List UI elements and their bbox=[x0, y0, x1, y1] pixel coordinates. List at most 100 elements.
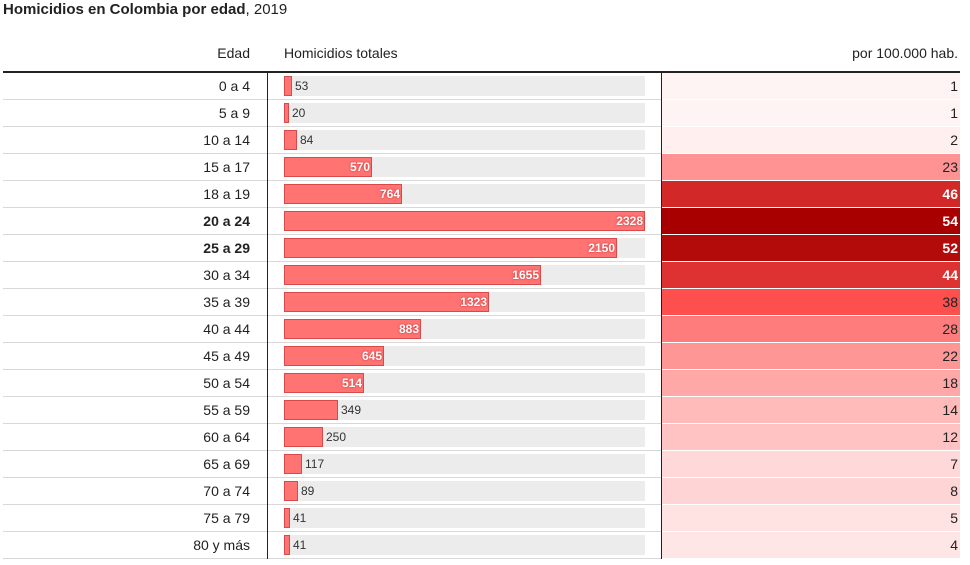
rate-heat-cell bbox=[662, 208, 960, 234]
age-label: 20 a 24 bbox=[203, 208, 250, 234]
rate-value: 7 bbox=[950, 451, 958, 477]
table-row: 15 a 17 570 23 bbox=[0, 154, 970, 181]
homicide-bar bbox=[284, 265, 541, 285]
bar-track bbox=[284, 535, 645, 555]
age-label: 45 a 49 bbox=[203, 343, 250, 369]
rate-heat-cell bbox=[662, 343, 960, 369]
rate-heat-cell bbox=[662, 235, 960, 261]
bar-value-label: 883 bbox=[399, 319, 419, 339]
age-label: 65 a 69 bbox=[203, 451, 250, 477]
rate-heat-cell bbox=[662, 262, 960, 288]
rate-heat-cell bbox=[662, 127, 960, 153]
table-row: 65 a 69 117 7 bbox=[0, 451, 970, 478]
homicide-bar bbox=[284, 76, 292, 96]
rate-heat-cell bbox=[662, 451, 960, 477]
age-label: 10 a 14 bbox=[203, 127, 250, 153]
rate-value: 2 bbox=[950, 127, 958, 153]
homicide-bar bbox=[284, 535, 290, 555]
rate-value: 54 bbox=[942, 208, 958, 234]
table-row: 60 a 64 250 12 bbox=[0, 424, 970, 451]
age-label: 40 a 44 bbox=[203, 316, 250, 342]
rate-heat-cell bbox=[662, 532, 960, 558]
homicide-bar bbox=[284, 238, 617, 258]
age-label: 35 a 39 bbox=[203, 289, 250, 315]
bar-value-label: 2150 bbox=[588, 238, 615, 258]
table-row: 40 a 44 883 28 bbox=[0, 316, 970, 343]
rate-value: 28 bbox=[942, 316, 958, 342]
table-row: 80 y más 41 4 bbox=[0, 532, 970, 559]
row-divider bbox=[3, 558, 661, 559]
table-row: 50 a 54 514 18 bbox=[0, 370, 970, 397]
rate-value: 1 bbox=[950, 100, 958, 126]
age-label: 50 a 54 bbox=[203, 370, 250, 396]
rate-heat-cell bbox=[662, 505, 960, 531]
table-row: 30 a 34 1655 44 bbox=[0, 262, 970, 289]
rate-value: 44 bbox=[942, 262, 958, 288]
age-label: 80 y más bbox=[193, 532, 250, 558]
rate-value: 1 bbox=[950, 73, 958, 99]
bar-value-label: 645 bbox=[362, 346, 382, 366]
bar-track bbox=[284, 76, 645, 96]
age-label: 60 a 64 bbox=[203, 424, 250, 450]
homicide-bar bbox=[284, 130, 297, 150]
rate-value: 12 bbox=[942, 424, 958, 450]
rate-value: 5 bbox=[950, 505, 958, 531]
rate-heat-cell bbox=[662, 181, 960, 207]
table-row: 20 a 24 2328 54 bbox=[0, 208, 970, 235]
bar-value-label: 84 bbox=[300, 130, 313, 150]
homicide-bar bbox=[284, 454, 302, 474]
bar-value-label: 53 bbox=[295, 76, 308, 96]
age-label: 15 a 17 bbox=[203, 154, 250, 180]
table-row: 5 a 9 20 1 bbox=[0, 100, 970, 127]
homicide-bar bbox=[284, 211, 645, 231]
chart-title-main: Homicidios en Colombia por edad bbox=[3, 1, 246, 18]
table-row: 70 a 74 89 8 bbox=[0, 478, 970, 505]
homicide-bar bbox=[284, 508, 290, 528]
rate-value: 14 bbox=[942, 397, 958, 423]
chart-title-year: , 2019 bbox=[246, 1, 288, 18]
table-row: 35 a 39 1323 38 bbox=[0, 289, 970, 316]
bar-value-label: 349 bbox=[341, 400, 361, 420]
rate-value: 4 bbox=[950, 532, 958, 558]
bar-value-label: 41 bbox=[293, 508, 306, 528]
rate-value: 52 bbox=[942, 235, 958, 261]
rate-value: 22 bbox=[942, 343, 958, 369]
bar-value-label: 117 bbox=[305, 454, 324, 474]
homicide-bar bbox=[284, 481, 298, 501]
rate-value: 23 bbox=[942, 154, 958, 180]
bar-track bbox=[284, 130, 645, 150]
bar-value-label: 1655 bbox=[512, 265, 539, 285]
homicide-bar bbox=[284, 292, 489, 312]
column-header-age: Edad bbox=[217, 45, 250, 61]
homicide-bar bbox=[284, 103, 289, 123]
rate-heat-cell bbox=[662, 478, 960, 504]
age-label: 55 a 59 bbox=[203, 397, 250, 423]
rate-heat-cell bbox=[662, 424, 960, 450]
rate-value: 8 bbox=[950, 478, 958, 504]
bar-track bbox=[284, 508, 645, 528]
rate-value: 46 bbox=[942, 181, 958, 207]
rate-heat-cell bbox=[662, 289, 960, 315]
age-label: 18 a 19 bbox=[203, 181, 250, 207]
age-label: 25 a 29 bbox=[203, 235, 250, 261]
bar-value-label: 89 bbox=[301, 481, 314, 501]
table-row: 18 a 19 764 46 bbox=[0, 181, 970, 208]
rate-value: 38 bbox=[942, 289, 958, 315]
age-label: 70 a 74 bbox=[203, 478, 250, 504]
bar-track bbox=[284, 400, 645, 420]
rate-heat-cell bbox=[662, 73, 960, 99]
chart-title: Homicidios en Colombia por edad, 2019 bbox=[3, 1, 287, 18]
table-row: 10 a 14 84 2 bbox=[0, 127, 970, 154]
bar-value-label: 514 bbox=[342, 373, 362, 393]
column-header-rate: por 100.000 hab. bbox=[852, 45, 958, 61]
rate-value: 18 bbox=[942, 370, 958, 396]
age-label: 5 a 9 bbox=[219, 100, 250, 126]
homicide-bar bbox=[284, 400, 338, 420]
rate-heat-cell bbox=[662, 100, 960, 126]
bar-value-label: 764 bbox=[380, 184, 400, 204]
bar-track bbox=[284, 103, 645, 123]
table-row: 0 a 4 53 1 bbox=[0, 73, 970, 100]
age-label: 0 a 4 bbox=[219, 73, 250, 99]
divider-total-rate bbox=[661, 73, 662, 559]
bar-track bbox=[284, 481, 645, 501]
